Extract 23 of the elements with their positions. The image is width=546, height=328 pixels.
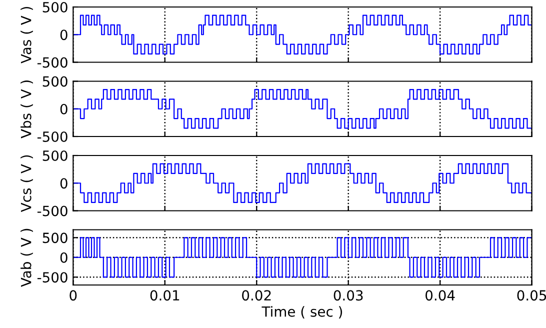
x-tick-label: 0 [70,290,77,301]
y-tick-label: 0 [60,252,68,263]
x-tick-label: 0.01 [150,290,180,301]
x-tick-label: 0.03 [334,290,363,301]
y-tick-label: 0 [60,178,68,189]
y-tick-label: 500 [42,2,68,12]
y-tick-label: -500 [37,272,68,283]
y-axis-title: Vcs ( V ) [20,155,33,212]
x-tick-label: 0.05 [517,290,546,301]
y-tick-label: 0 [60,104,68,114]
y-tick-label: 500 [42,76,68,87]
y-tick-label: 500 [42,150,68,161]
x-tick-label: 0.04 [426,290,455,301]
y-axis-title: Vab ( V ) [20,228,33,287]
x-tick-label: 0.02 [242,290,271,301]
y-tick-label: -500 [37,131,68,142]
x-axis-title: Time ( sec ) [262,306,342,318]
y-tick-label: 0 [60,30,68,40]
y-tick-label: 500 [42,232,68,244]
y-axis-title: Vbs ( V ) [20,80,33,138]
y-axis-title: Vas ( V ) [20,6,33,64]
y-tick-label: -500 [37,57,68,68]
y-tick-label: -500 [37,206,68,216]
